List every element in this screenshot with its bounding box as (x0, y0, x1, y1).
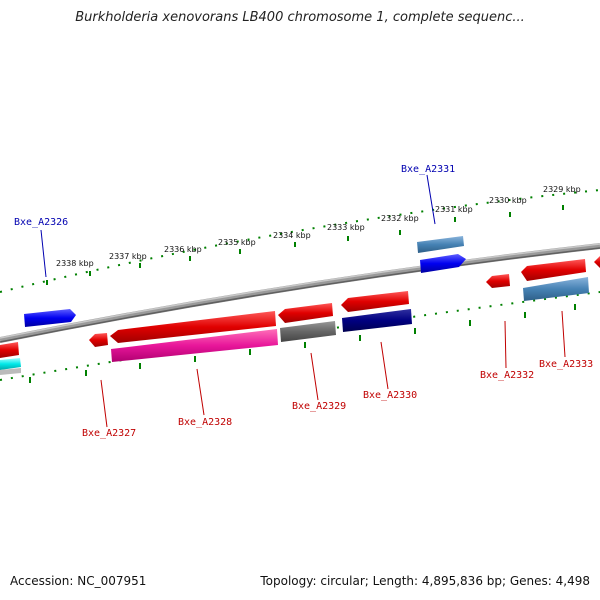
gene-label-bxe-a2326[interactable]: Bxe_A2326 (14, 217, 68, 228)
gene-label-bxe-a2331[interactable]: Bxe_A2331 (401, 164, 455, 175)
scale-label-2333: 2333 kbp (327, 223, 365, 232)
scale-line-upper (0, 189, 600, 293)
summary-text: Topology: circular; Length: 4,895,836 bp… (260, 574, 590, 588)
scale-label-2329: 2329 kbp (543, 185, 581, 194)
accession-text: Accession: NC_007951 (10, 574, 147, 588)
gene-bxe-a2331[interactable] (420, 254, 466, 273)
gene-left-edge-cyan[interactable] (0, 358, 21, 370)
gene-bxe-a2330[interactable] (342, 309, 412, 332)
gene-bxe-a2327[interactable] (89, 333, 108, 347)
gene-bxe-a2328-red[interactable] (110, 311, 276, 343)
gene-bxe-a2333[interactable] (523, 277, 589, 301)
major-ticks-upper (46, 205, 564, 285)
scale-label-2335: 2335 kbp (218, 238, 256, 247)
scale-label-2338: 2338 kbp (56, 259, 94, 268)
scale-label-2336: 2336 kbp (164, 245, 202, 254)
gene-bxe-a2328[interactable] (111, 329, 278, 362)
gene-bxe-a2333-red[interactable] (521, 259, 586, 281)
gene-right-edge-red[interactable] (594, 256, 600, 268)
map-title: Burkholderia xenovorans LB400 chromosome… (75, 10, 525, 25)
gene-label-bxe-a2330[interactable]: Bxe_A2330 (363, 390, 417, 401)
gene-bxe-a2330-red[interactable] (341, 291, 409, 312)
gene-bxe-a2329[interactable] (280, 321, 336, 342)
gene-bxe-a2326[interactable] (24, 309, 76, 327)
gene-label-bxe-a2328[interactable]: Bxe_A2328 (178, 417, 232, 428)
gene-leader-lines (40, 174, 566, 428)
scale-label-2330: 2330 kbp (489, 196, 527, 205)
gene-label-bxe-a2333[interactable]: Bxe_A2333 (539, 359, 593, 370)
scale-label-2331: 2331 kbp (435, 205, 473, 214)
gene-label-bxe-a2329[interactable]: Bxe_A2329 (292, 401, 346, 412)
gene-label-bxe-a2327[interactable]: Bxe_A2327 (82, 428, 136, 439)
gene-left-edge-red[interactable] (0, 342, 19, 358)
chromosome-backbone (0, 243, 600, 343)
gene-bxe-a2331-steel[interactable] (417, 236, 464, 253)
gene-left-edge-gray[interactable] (0, 368, 21, 375)
scale-label-2337: 2337 kbp (109, 252, 147, 261)
gene-label-bxe-a2332[interactable]: Bxe_A2332 (480, 370, 534, 381)
major-ticks-lower (29, 304, 576, 383)
gene-bxe-a2332[interactable] (486, 274, 510, 288)
gene-bxe-a2329-red[interactable] (278, 303, 333, 323)
scale-label-2334: 2334 kbp (273, 231, 311, 240)
scale-label-2332: 2332 kbp (381, 214, 419, 223)
